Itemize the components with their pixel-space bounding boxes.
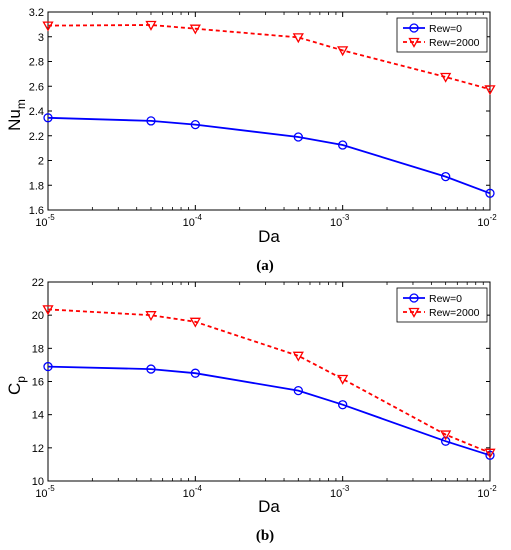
data-point xyxy=(484,85,496,96)
x-tick-label: 10-5 xyxy=(35,484,55,500)
data-point xyxy=(338,400,348,410)
legend: Rew=0 Rew=2000 xyxy=(396,17,488,53)
data-point xyxy=(292,351,304,362)
legend-box xyxy=(396,287,488,323)
data-point xyxy=(189,317,201,328)
data-point xyxy=(190,119,200,130)
x-tick-label: 10-2 xyxy=(477,484,497,500)
data-point xyxy=(146,364,156,374)
data-point xyxy=(338,140,348,150)
legend-box xyxy=(396,17,488,53)
y-tick-label: 3 xyxy=(38,32,44,44)
y-tick-label: 16 xyxy=(32,377,44,389)
y-axis-label: Cp xyxy=(5,376,28,395)
y-axis-label: Num xyxy=(5,99,28,131)
legend-marker xyxy=(408,307,420,318)
data-point xyxy=(337,374,349,385)
data-point xyxy=(440,430,452,441)
data-point xyxy=(292,33,304,44)
data-point xyxy=(485,188,495,198)
y-tick-label: 22 xyxy=(32,277,44,289)
series-rew-0 xyxy=(43,361,495,460)
legend-marker xyxy=(409,23,419,33)
legend-label: Rew=0 xyxy=(429,23,462,35)
x-tick-label: 10-4 xyxy=(183,213,203,229)
subfigure-label: (b) xyxy=(256,528,274,544)
x-tick-label: 10-3 xyxy=(330,213,350,229)
y-tick-label: 2.4 xyxy=(29,106,44,118)
y-tick-label: 18 xyxy=(32,343,44,355)
y-tick-label: 10 xyxy=(32,476,44,488)
data-point xyxy=(42,305,54,316)
data-point xyxy=(43,361,53,372)
y-tick-label: 1.6 xyxy=(29,205,44,217)
y-tick-label: 1.8 xyxy=(29,180,44,192)
legend-label: Rew=0 xyxy=(429,293,462,305)
data-point xyxy=(43,113,53,123)
data-point xyxy=(293,132,303,142)
subfigure-label: (a) xyxy=(256,258,274,274)
data-point xyxy=(337,46,349,57)
data-point xyxy=(485,450,495,460)
series-line xyxy=(47,365,491,457)
data-point xyxy=(293,385,303,396)
y-tick-label: 2 xyxy=(38,156,44,168)
data-point xyxy=(190,368,200,378)
data-point xyxy=(145,20,157,31)
legend-marker xyxy=(409,293,419,303)
data-point xyxy=(189,24,201,35)
data-point xyxy=(484,448,496,459)
legend-label: Rew=2000 xyxy=(429,307,480,319)
series-line xyxy=(47,116,491,195)
data-point xyxy=(42,21,54,32)
x-tick-label: 10-2 xyxy=(477,213,497,229)
series-line xyxy=(47,308,491,454)
data-point xyxy=(145,311,157,321)
data-point xyxy=(440,72,452,83)
series-rew-0 xyxy=(43,113,495,198)
x-tick-label: 10-4 xyxy=(183,484,203,500)
y-tick-label: 2.2 xyxy=(29,131,44,143)
y-tick-label: 12 xyxy=(32,443,44,455)
series-rew-2000 xyxy=(42,20,496,96)
y-tick-label: 14 xyxy=(32,410,44,422)
legend-label: Rew=2000 xyxy=(429,37,480,49)
x-axis-label: Da xyxy=(258,497,280,516)
chart-panel-a: 1.6 1.8 2 2.2 2.4 2.6 2.8 3 3.2 10-5 10-4 10-3 10-2 D… xyxy=(5,7,497,274)
legend: Rew=0 Rew=2000 xyxy=(396,287,488,323)
data-point xyxy=(440,436,451,446)
data-point xyxy=(440,171,451,182)
x-axis-label: Da xyxy=(258,227,280,246)
y-tick-label: 2.6 xyxy=(29,81,44,93)
y-tick-label: 2.8 xyxy=(29,57,44,69)
y-tick-label: 3.2 xyxy=(29,7,44,19)
data-point xyxy=(146,116,156,126)
legend-marker xyxy=(408,37,420,48)
y-tick-label: 20 xyxy=(32,310,44,322)
x-tick-label: 10-3 xyxy=(330,484,350,500)
series-rew-2000 xyxy=(42,305,496,459)
x-tick-label: 10-5 xyxy=(35,213,55,229)
